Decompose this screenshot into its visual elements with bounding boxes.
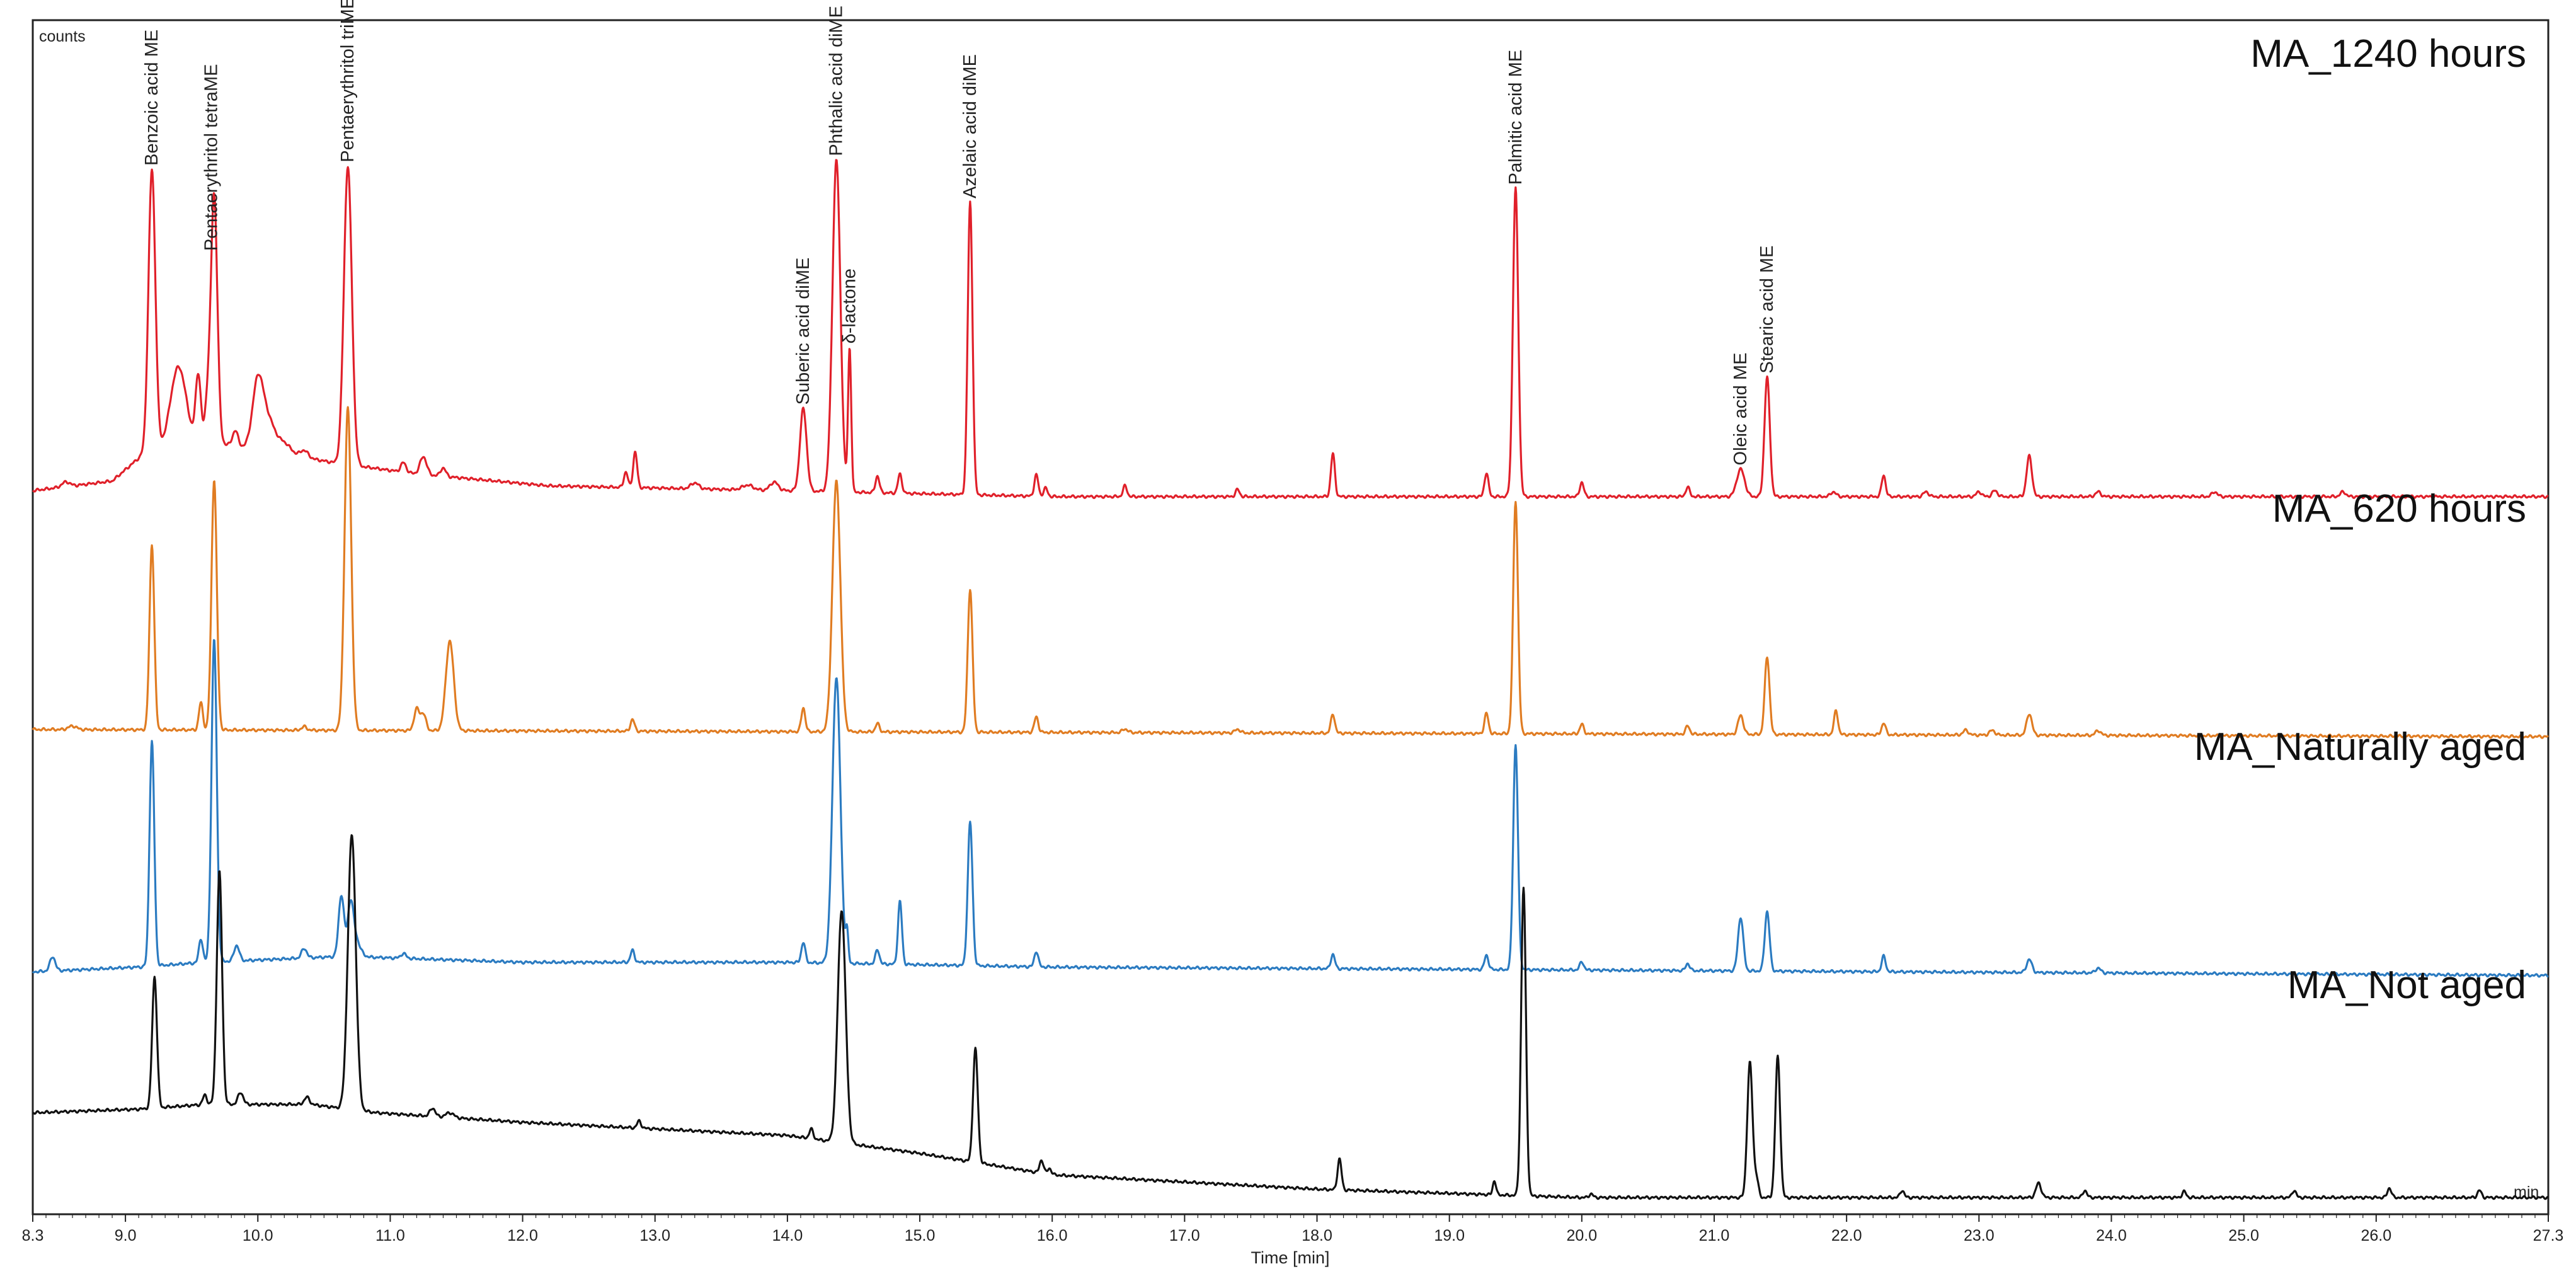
x-tick-label: 13.0 — [639, 1227, 670, 1244]
peak-annotation: Palmitic acid ME — [1506, 50, 1526, 185]
x-tick-label: 10.0 — [243, 1227, 273, 1244]
series-line — [32, 159, 2549, 499]
series-line — [32, 834, 2549, 1200]
series-line — [31, 639, 2549, 978]
peak-annotations: Benzoic acid ME Pentaerythritol tetraME Pe… — [142, 0, 1777, 465]
peak-annotation: Suberic acid diME — [793, 258, 813, 405]
peak-annotation: δ-lactone — [840, 268, 860, 343]
x-tick-label: 8.3 — [22, 1227, 44, 1244]
x-tick-label: 11.0 — [375, 1227, 405, 1244]
peak-annotation: Benzoic acid ME — [142, 30, 162, 166]
x-tick-label: 16.0 — [1037, 1227, 1068, 1244]
series-layer — [31, 159, 2549, 1200]
peak-annotation: Pentaerythritol triME — [338, 0, 358, 163]
x-tick-label: 17.0 — [1169, 1227, 1200, 1244]
x-tick-label: 26.0 — [2361, 1227, 2391, 1244]
x-tick-label: 9.0 — [115, 1227, 137, 1244]
series-labels: MA_1240 hours MA_620 hours MA_Naturally ag… — [2194, 32, 2526, 1007]
series-line — [31, 406, 2549, 739]
x-tick-label: 21.0 — [1699, 1227, 1730, 1244]
peak-annotation: Oleic acid ME — [1731, 353, 1751, 466]
x-tick-label: 23.0 — [1964, 1227, 1995, 1244]
x-tick-label: 14.0 — [772, 1227, 803, 1244]
plot-frame — [31, 19, 2550, 1216]
peak-annotation: Pentaerythritol tetraME — [202, 64, 222, 251]
series-name-label: MA_620 hours — [2272, 487, 2526, 531]
x-tick-label: 25.0 — [2228, 1227, 2259, 1244]
x-tick-label: 24.0 — [2096, 1227, 2127, 1244]
series-name-label: MA_Not aged — [2287, 963, 2526, 1007]
peak-annotation: Stearic acid ME — [1757, 246, 1777, 374]
series-name-label: MA_Naturally aged — [2194, 725, 2526, 769]
x-tick-label: 15.0 — [905, 1227, 936, 1244]
x-tick-label: 20.0 — [1567, 1227, 1598, 1244]
x-axis-label: Time [min] — [1251, 1248, 1329, 1267]
x-tick-label: 19.0 — [1434, 1227, 1465, 1244]
x-axis-ticks: 8.3 9.0 10.0 11.0 12.0 13.0 14.0 15.0 16.0 17.0 18… — [22, 1214, 2564, 1244]
series-name-label: MA_1240 hours — [2250, 32, 2526, 76]
x-tick-label: 18.0 — [1302, 1227, 1332, 1244]
x-tick-label: 12.0 — [507, 1227, 538, 1244]
x-tick-label: 22.0 — [1831, 1227, 1862, 1244]
peak-annotation: Phthalic acid diME — [827, 6, 847, 156]
y-axis-label: counts — [39, 28, 86, 45]
x-tick-label: 27.3 — [2533, 1227, 2564, 1244]
peak-annotation: Azelaic acid diME — [960, 54, 980, 198]
